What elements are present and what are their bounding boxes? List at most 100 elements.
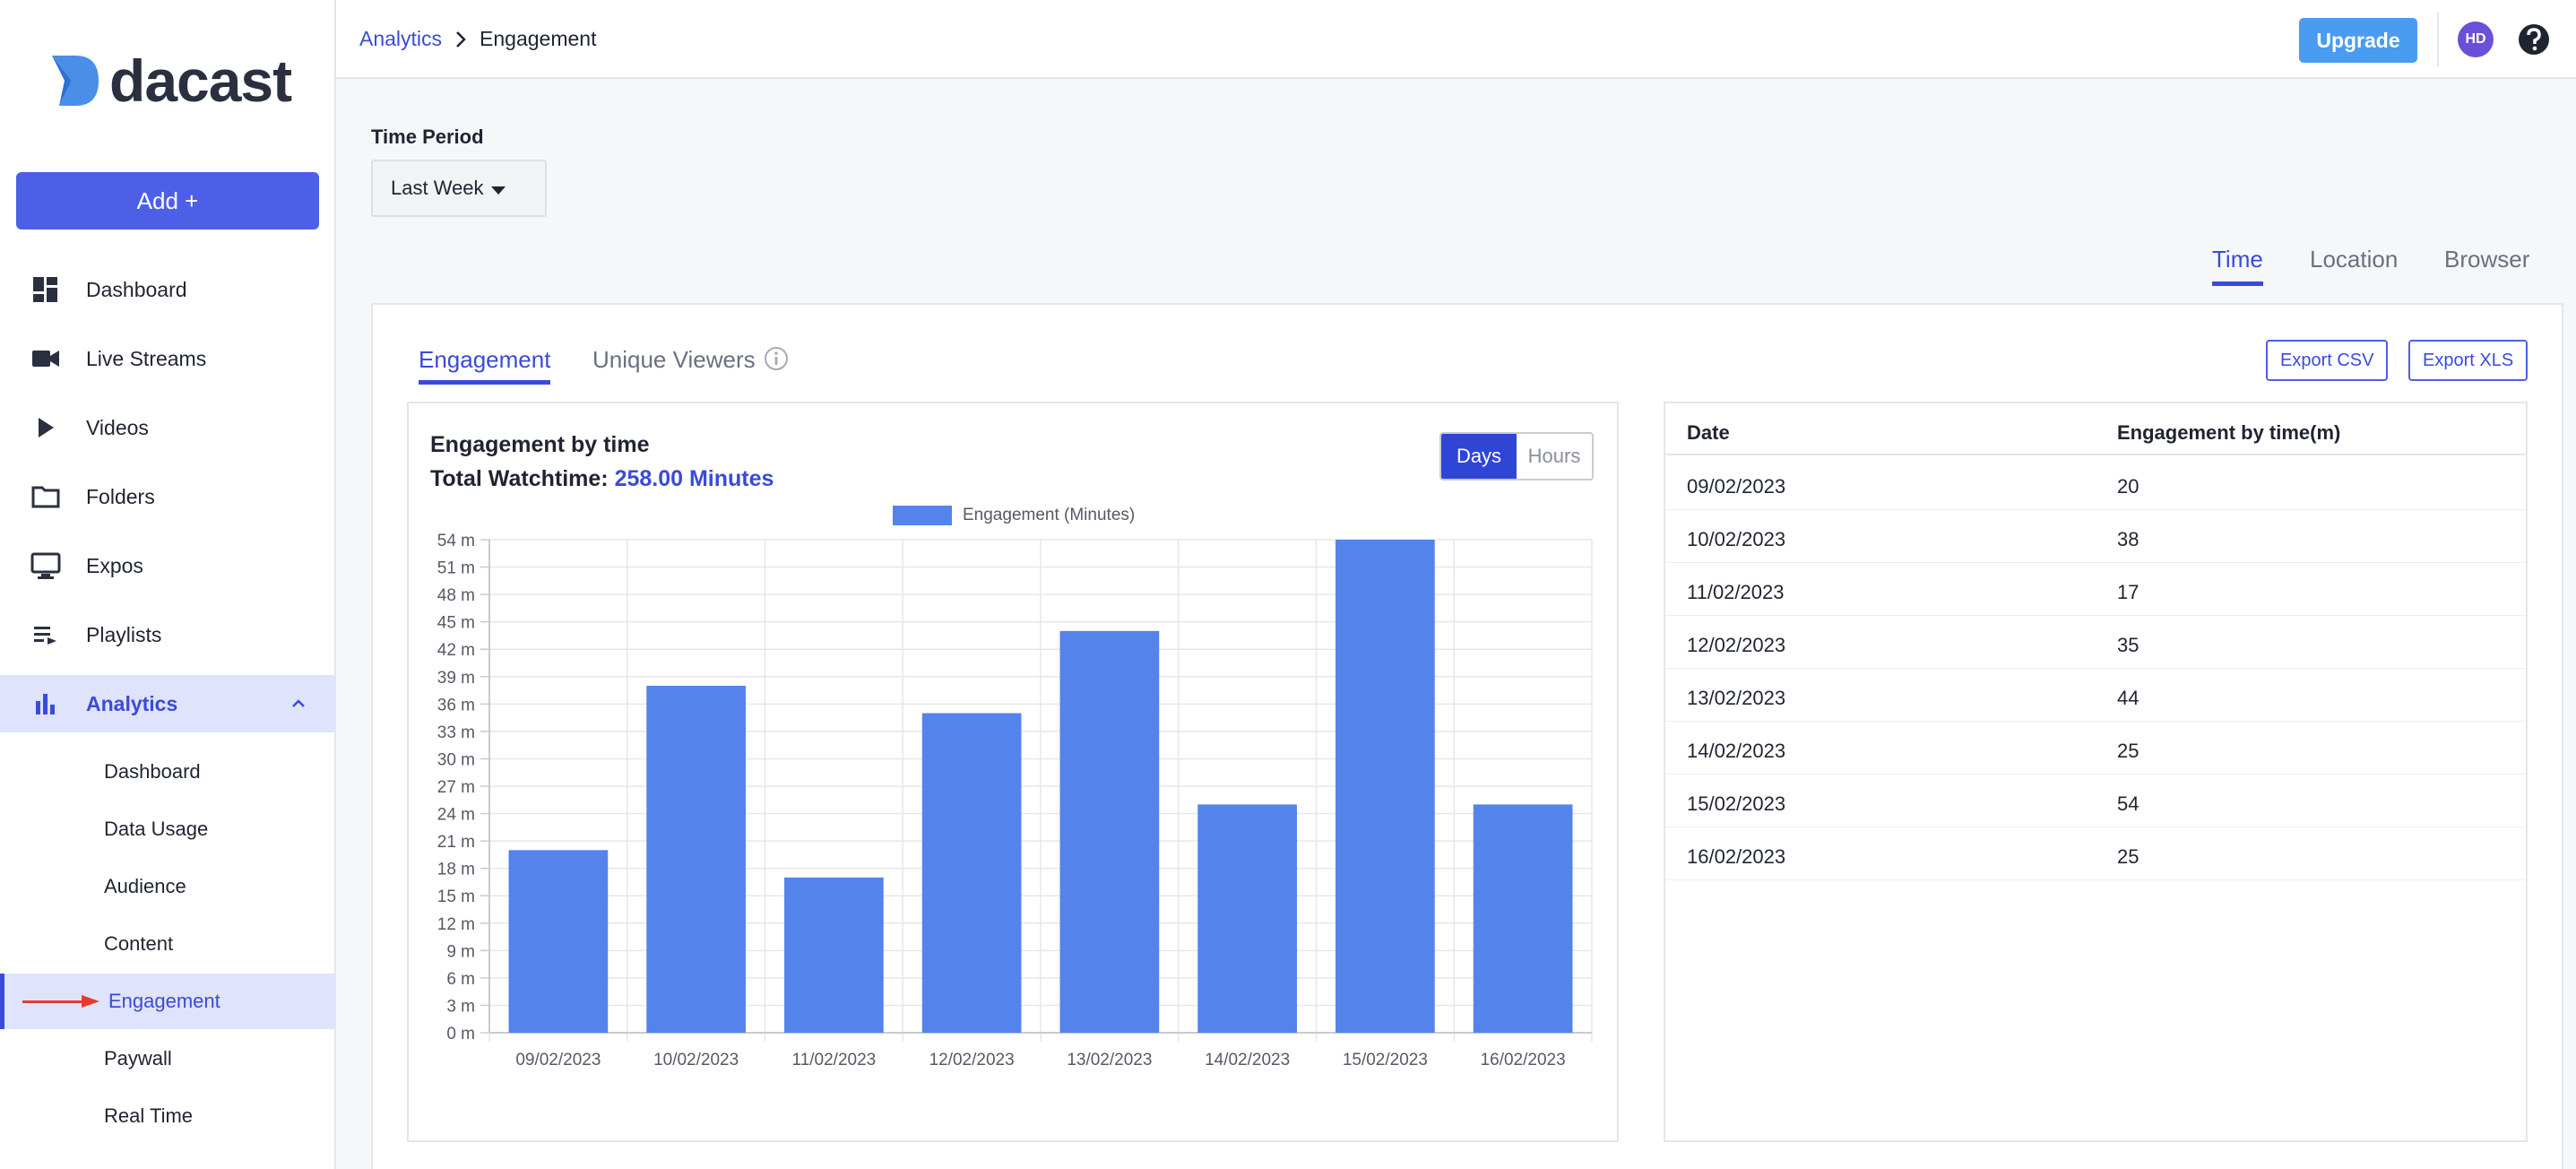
- sidebar-item-label: Analytics: [86, 691, 178, 715]
- sidebar-subitem-data-usage[interactable]: Data Usage: [0, 801, 334, 857]
- time-period-dropdown[interactable]: Last Week: [371, 160, 547, 217]
- sidebar-subitem-label: Real Time: [104, 1104, 194, 1127]
- tab-time[interactable]: Time: [2212, 246, 2263, 286]
- sidebar-subitem-label: Dashboard: [104, 760, 201, 783]
- sidebar-item-playlists[interactable]: Playlists: [0, 606, 334, 663]
- table-row: 16/02/2023 25: [1665, 827, 2526, 880]
- granularity-toggle: Days Hours: [1439, 432, 1594, 481]
- brand-name: dacast: [109, 48, 292, 114]
- table-row: 14/02/2023 25: [1665, 722, 2526, 775]
- y-tick-label: 21 m: [437, 833, 475, 852]
- x-tick-label: 14/02/2023: [1205, 1051, 1290, 1069]
- topbar: Analytics Engagement Upgrade HD: [336, 0, 2576, 79]
- y-tick-label: 39 m: [437, 669, 475, 688]
- y-tick-label: 15 m: [437, 888, 475, 906]
- chevron-right-icon: [456, 30, 466, 48]
- table-row: 10/02/2023 38: [1665, 510, 2526, 563]
- caret-down-icon: [491, 186, 506, 195]
- playlist-icon: [30, 619, 61, 650]
- info-icon[interactable]: [764, 346, 789, 371]
- days-toggle-button[interactable]: Days: [1441, 434, 1517, 479]
- table-cell-date: 16/02/2023: [1687, 845, 1786, 868]
- sidebar-subitem-real-time[interactable]: Real Time: [0, 1088, 334, 1144]
- tab-location[interactable]: Location: [2310, 246, 2399, 273]
- avatar[interactable]: HD: [2458, 22, 2494, 57]
- y-tick-label: 24 m: [437, 806, 475, 825]
- help-icon[interactable]: [2516, 22, 2552, 57]
- x-tick-label: 12/02/2023: [929, 1051, 1015, 1069]
- y-tick-label: 30 m: [437, 750, 475, 769]
- legend-label: Engagement (Minutes): [963, 506, 1136, 524]
- sidebar-subitem-label: Data Usage: [104, 818, 209, 840]
- sidebar-subitem-label: Audience: [104, 875, 186, 897]
- y-tick-label: 36 m: [437, 696, 475, 714]
- sidebar-item-dashboard[interactable]: Dashboard: [0, 261, 334, 318]
- sidebar-subitem-content[interactable]: Content: [0, 916, 334, 972]
- table-cell-date: 09/02/2023: [1687, 475, 1786, 498]
- table-cell-date: 10/02/2023: [1687, 528, 1786, 550]
- y-tick-label: 9 m: [446, 942, 475, 961]
- sidebar-subitem-dashboard[interactable]: Dashboard: [0, 744, 334, 800]
- bar-10/02/2023: [646, 685, 746, 1033]
- monitor-icon: [30, 550, 61, 581]
- divider: [2437, 13, 2439, 66]
- table-cell-value: 54: [2117, 792, 2139, 815]
- y-tick-label: 48 m: [437, 586, 475, 605]
- sidebar-subitem-label: Paywall: [104, 1047, 172, 1069]
- sidebar-item-label: Dashboard: [86, 277, 187, 301]
- bar-13/02/2023: [1059, 630, 1160, 1033]
- table-cell-date: 15/02/2023: [1687, 792, 1786, 815]
- chevron-up-icon[interactable]: [290, 695, 307, 713]
- tab-unique-viewers[interactable]: Unique Viewers: [592, 346, 756, 373]
- table-cell-value: 20: [2117, 475, 2139, 498]
- table-cell-value: 38: [2117, 528, 2139, 550]
- chart-legend[interactable]: Engagement (Minutes): [893, 506, 1135, 525]
- y-tick-label: 51 m: [437, 559, 475, 578]
- sidebar-item-videos[interactable]: Videos: [0, 399, 334, 456]
- export-csv-button[interactable]: Export CSV: [2266, 340, 2389, 381]
- table-row: 09/02/2023 20: [1665, 457, 2526, 510]
- sidebar-item-folders[interactable]: Folders: [0, 468, 334, 525]
- sidebar-item-label: Videos: [86, 415, 149, 439]
- x-tick-label: 16/02/2023: [1481, 1051, 1566, 1069]
- x-tick-label: 11/02/2023: [792, 1051, 877, 1069]
- sidebar-subitem-audience[interactable]: Audience: [0, 859, 334, 914]
- chart-heading: Engagement by time: [430, 432, 650, 457]
- breadcrumb-current: Engagement: [480, 27, 597, 50]
- sidebar-item-expos[interactable]: Expos: [0, 537, 334, 594]
- tab-browser[interactable]: Browser: [2444, 246, 2530, 273]
- table-row: 13/02/2023 44: [1665, 669, 2526, 722]
- y-tick-label: 27 m: [437, 778, 475, 797]
- total-watchtime-label: Total Watchtime:: [430, 466, 609, 491]
- time-period-value: Last Week: [391, 177, 484, 199]
- breadcrumb-parent-link[interactable]: Analytics: [359, 27, 443, 50]
- bar-12/02/2023: [921, 713, 1022, 1033]
- sidebar-item-analytics[interactable]: Analytics: [0, 675, 334, 732]
- sidebar-subitem-engagement[interactable]: Engagement: [0, 974, 334, 1029]
- y-tick-label: 0 m: [446, 1025, 475, 1043]
- table-cell-value: 25: [2117, 845, 2139, 868]
- bar-15/02/2023: [1336, 540, 1435, 1033]
- sidebar-item-live-streams[interactable]: Live Streams: [0, 330, 334, 387]
- table-cell-value: 44: [2117, 687, 2139, 709]
- bar-14/02/2023: [1197, 804, 1297, 1033]
- table-header-engagement: Engagement by time(m): [2117, 421, 2341, 444]
- sidebar-item-label: Expos: [86, 553, 143, 577]
- upgrade-button[interactable]: Upgrade: [2299, 18, 2417, 63]
- table-cell-date: 13/02/2023: [1687, 687, 1786, 709]
- sidebar-subitem-paywall[interactable]: Paywall: [0, 1031, 334, 1087]
- table-cell-value: 17: [2117, 581, 2139, 603]
- video-camera-icon: [30, 343, 61, 374]
- table-cell-date: 12/02/2023: [1687, 634, 1786, 656]
- table-cell-date: 11/02/2023: [1687, 581, 1785, 603]
- tab-engagement[interactable]: Engagement: [419, 346, 551, 385]
- hours-toggle-button[interactable]: Hours: [1517, 434, 1592, 479]
- y-tick-label: 12 m: [437, 915, 475, 934]
- table-cell-date: 14/02/2023: [1687, 740, 1786, 762]
- add-button[interactable]: Add +: [16, 172, 319, 229]
- total-watchtime: Total Watchtime: 258.00 Minutes: [430, 466, 774, 492]
- y-tick-label: 45 m: [437, 614, 475, 633]
- bar-09/02/2023: [508, 850, 609, 1033]
- logo[interactable]: dacast: [50, 47, 292, 115]
- export-xls-button[interactable]: Export XLS: [2408, 340, 2528, 381]
